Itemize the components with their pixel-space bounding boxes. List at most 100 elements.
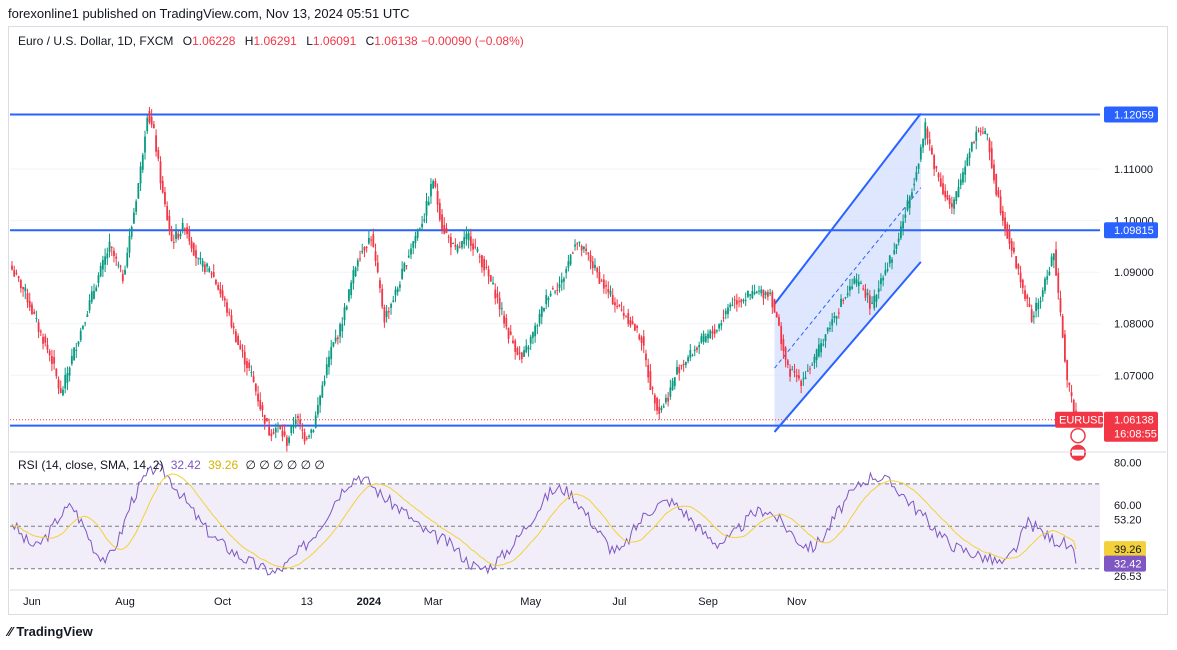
candle-body (1066, 360, 1069, 381)
time-axis: Jun Aug Oct 13 2024 Mar May Jul Sep Nov (10, 589, 1166, 608)
candle-body (545, 295, 548, 305)
candle-body (483, 258, 486, 271)
candle-body (432, 181, 435, 189)
candle-body (237, 336, 239, 345)
candle-body (93, 290, 95, 299)
candle-body (192, 243, 195, 256)
candle-body (101, 259, 104, 270)
candle-body (301, 429, 304, 431)
candle-body (215, 279, 217, 285)
candle-body (576, 243, 579, 245)
candle-body (62, 389, 64, 396)
candle-body (195, 250, 197, 259)
candle-body (390, 304, 392, 308)
candle-body (263, 414, 266, 424)
candle-body (303, 432, 306, 442)
low-value: 1.06091 (312, 34, 357, 48)
candle-body (458, 246, 461, 248)
price-grid (10, 168, 1100, 376)
hidden-values-icon[interactable]: ∅ ∅ ∅ ∅ ∅ ∅ (245, 458, 325, 472)
candle-body (305, 437, 308, 439)
candle-body (507, 327, 510, 339)
candle-body (857, 281, 860, 286)
candle-body (401, 268, 404, 280)
candle-body (789, 368, 791, 377)
candle-body (492, 282, 494, 285)
candle-body (804, 377, 807, 379)
price-tick-label: 1.11000 (1114, 164, 1153, 176)
candle-body (436, 190, 439, 205)
candle-body (170, 228, 173, 241)
brand-label: TradingView (16, 624, 93, 639)
candle-body (403, 263, 406, 271)
candle-body (946, 195, 949, 200)
rsi-line (11, 462, 1077, 576)
candle-body (139, 166, 142, 184)
candle-body (784, 347, 787, 360)
open-value: 1.06228 (192, 34, 236, 48)
symbol-badge (1055, 411, 1103, 428)
candle-body (538, 313, 541, 324)
candle-body (800, 380, 803, 387)
candle-body (669, 387, 672, 397)
candle-body (188, 231, 191, 242)
rsi-badge-label: 32.42 (1114, 559, 1142, 571)
candle-body (866, 293, 869, 296)
candle-body (22, 287, 24, 290)
last-price-badge (1104, 411, 1158, 442)
tradingview-brand[interactable]: ⁄⁄ TradingView (8, 624, 93, 639)
candle-body (465, 233, 468, 240)
candle-body (620, 309, 623, 311)
candle-body (177, 233, 180, 239)
candle-body (742, 299, 745, 301)
candle-body (148, 110, 151, 123)
candle-body (567, 261, 570, 268)
candle-body (288, 437, 290, 443)
candle-body (1037, 302, 1040, 310)
candle-body (968, 152, 971, 159)
candle-body (753, 292, 756, 294)
candle-body (662, 405, 665, 408)
candle-body (860, 282, 862, 284)
candle-body (124, 269, 126, 275)
time-tick-label: Oct (214, 596, 231, 608)
candle-body (824, 334, 827, 342)
candle-body (456, 245, 459, 252)
candle-body (330, 346, 333, 360)
candle-body (727, 307, 729, 315)
candle-body (902, 221, 904, 229)
candle-body (629, 320, 632, 326)
candle-body (939, 178, 942, 187)
candle-body (682, 363, 685, 365)
candle-body (973, 141, 975, 143)
candle-body (1055, 249, 1057, 276)
candle-body (811, 364, 814, 366)
candle-body (77, 341, 80, 345)
candle-body (472, 243, 474, 250)
candle-body (993, 164, 995, 181)
candle-body (312, 430, 315, 433)
candle-body (913, 183, 916, 186)
candle-body (724, 310, 727, 315)
candle-body (39, 331, 42, 333)
candle-body (525, 345, 528, 353)
candle-body (328, 356, 330, 368)
candle-body (1019, 272, 1022, 283)
candle-body (99, 265, 102, 277)
candle-body (1008, 230, 1011, 244)
candle-body (709, 330, 712, 338)
candle-body (919, 147, 922, 160)
candle-body (121, 274, 124, 282)
candle-body (157, 149, 160, 159)
candle-body (325, 364, 328, 376)
candle-body (441, 214, 443, 230)
candle-body (110, 246, 113, 248)
candle-body (1001, 210, 1004, 221)
candle-body (31, 304, 33, 314)
candle-body (607, 289, 610, 293)
candle-body (166, 206, 169, 220)
candle-body (310, 429, 313, 433)
candle-body (509, 331, 512, 335)
candle-body (893, 250, 896, 254)
